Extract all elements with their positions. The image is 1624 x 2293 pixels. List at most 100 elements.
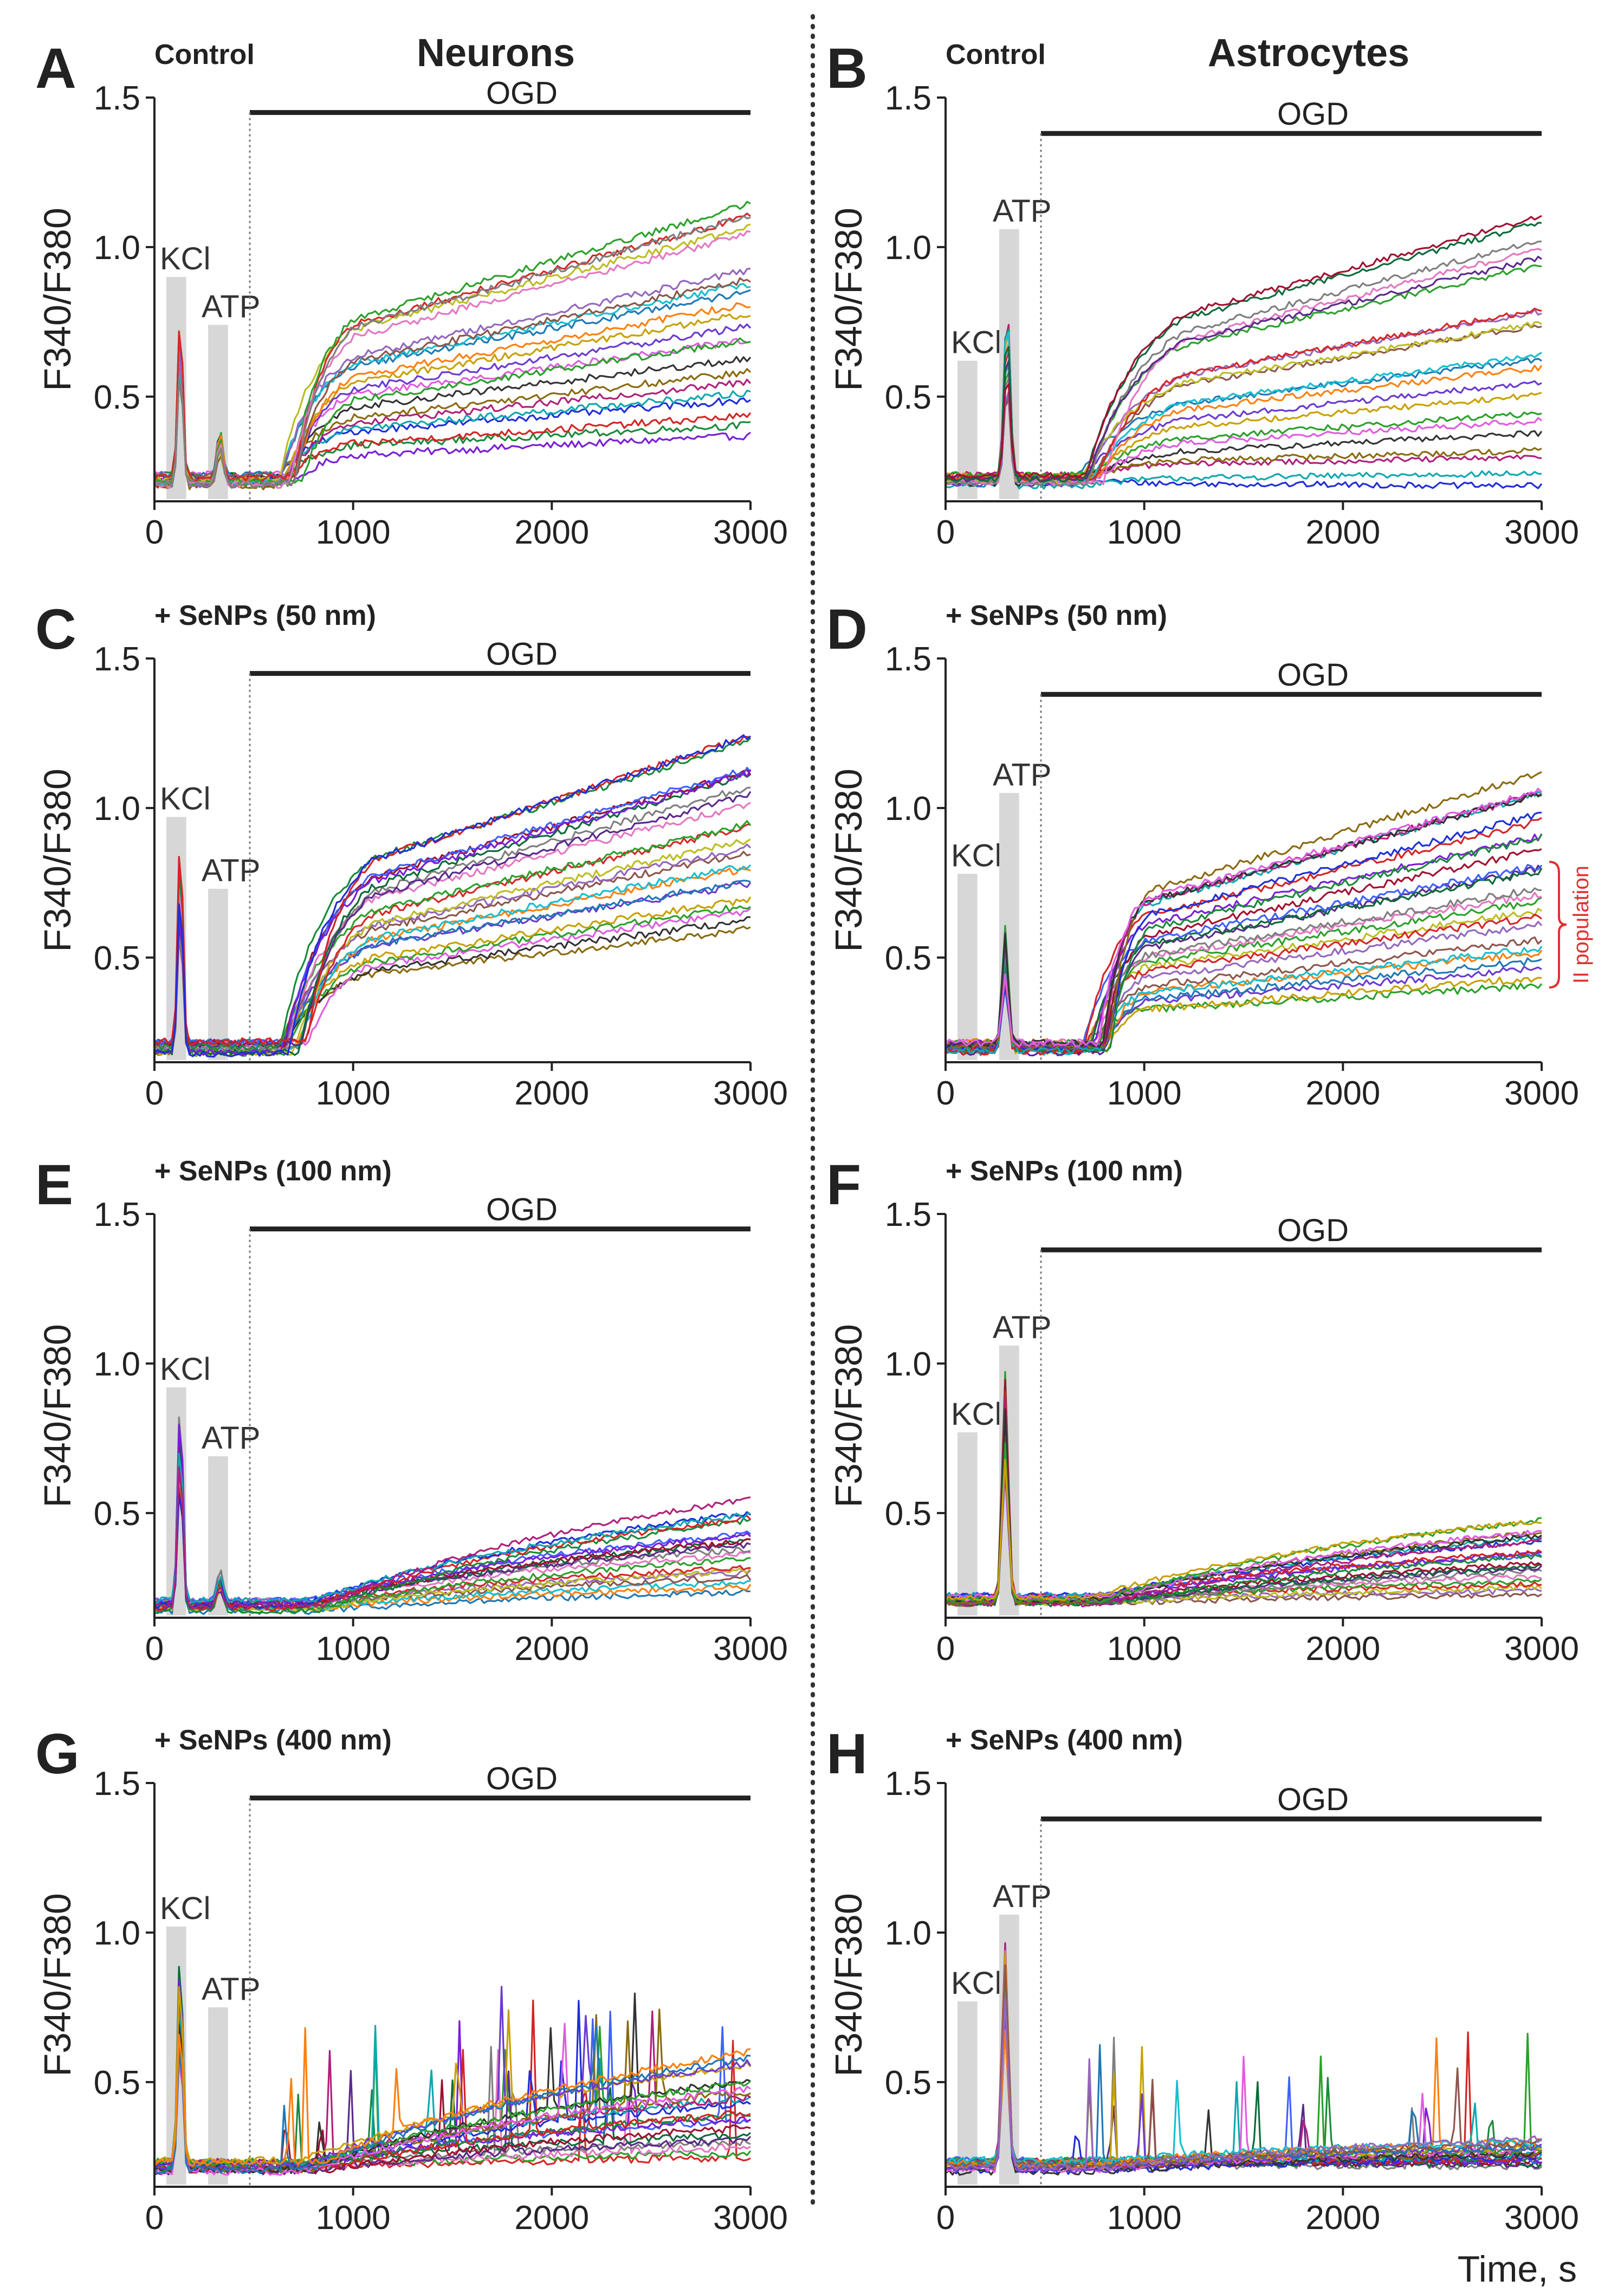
trace-line (154, 1469, 751, 1614)
trace-line (153, 881, 752, 1048)
panel-letter: A (35, 37, 76, 100)
y-tick-label: 0.5 (885, 2064, 931, 2102)
chart-panel-e: E + SeNPs (100 nm) F340/F380 KCl ATP OGD 0.5 1.… (35, 1153, 788, 1668)
x-tick-label: 3000 (713, 2199, 788, 2237)
stimulus-label-atp: ATP (993, 1879, 1052, 1914)
trace-line (154, 201, 751, 487)
trace-line (945, 811, 1542, 1051)
trace-line (945, 2029, 1542, 2168)
trace-line (945, 1384, 1543, 1607)
y-tick-label: 1.0 (885, 790, 931, 828)
population-brace (1549, 861, 1567, 989)
x-tick-label: 1000 (316, 1630, 391, 1668)
stimulus-label-kcl: KCl (951, 325, 1001, 360)
y-tick-label: 1.0 (94, 1915, 140, 1952)
trace-line (945, 324, 1542, 479)
y-tick-label: 0.5 (94, 940, 140, 977)
column-title-astrocytes: Astrocytes (1208, 31, 1409, 75)
trace-line (944, 892, 1542, 1047)
stimulus-label-atp: ATP (993, 757, 1052, 792)
trace-line (944, 817, 1542, 1056)
y-tick-label: 0.5 (885, 1495, 931, 1533)
trace-line (944, 936, 1543, 1054)
ogd-label: OGD (486, 1192, 558, 1228)
trace-line (153, 223, 751, 483)
panel-letter: D (826, 598, 868, 661)
trace-line (945, 1998, 1543, 2171)
x-tick-label: 3000 (1504, 514, 1579, 551)
y-axis-label: F340/F380 (827, 1893, 870, 2077)
trace-line (944, 1442, 1542, 1607)
chart-panel-b: B Control F340/F380 KCl ATP OGD 0.5 1.0 1.5 0 1000… (826, 37, 1579, 551)
trace-line (154, 1986, 752, 2171)
trace-line (945, 950, 1543, 1047)
trace-line (945, 2027, 1542, 2170)
x-tick-label: 2000 (1305, 2199, 1380, 2237)
x-tick-label: 2000 (1305, 1630, 1380, 1668)
y-tick-label: 1.5 (885, 80, 931, 117)
trace-line (154, 1466, 751, 1610)
condition-label: Control (946, 39, 1046, 70)
condition-label: + SeNPs (400 nm) (154, 1724, 392, 1756)
trace-line (945, 1983, 1542, 2165)
chart-panel-c: C + SeNPs (50 nm) F340/F380 KCl ATP OGD 0.5 1.0… (35, 598, 788, 1112)
trace-line (945, 771, 1542, 1050)
y-tick-label: 1.5 (885, 1765, 931, 1803)
trace-line (945, 364, 1542, 490)
x-tick-label: 3000 (713, 1075, 788, 1112)
y-axis-label: F340/F380 (827, 768, 870, 952)
condition-label: + SeNPs (50 nm) (154, 600, 376, 631)
trace-line (945, 834, 1543, 1053)
x-tick-label: 0 (936, 2199, 955, 2237)
panel-letter: F (826, 1153, 861, 1217)
trace-line (944, 256, 1542, 483)
trace-line (154, 352, 752, 481)
x-tick-label: 1000 (316, 1075, 391, 1112)
stimulus-label-kcl: KCl (160, 241, 210, 276)
stimulus-label-atp: ATP (202, 289, 261, 324)
x-tick-label: 2000 (514, 1075, 589, 1112)
trace-line (154, 339, 752, 490)
stimulus-bar-atp (208, 888, 228, 1060)
trace-line (945, 2008, 1542, 2174)
x-tick-label: 2000 (1305, 1075, 1380, 1112)
x-tick-label: 0 (145, 1630, 164, 1668)
panel-letter: B (826, 37, 868, 100)
trace-line (945, 921, 1543, 1052)
ogd-label: OGD (1277, 1213, 1349, 1248)
y-tick-label: 1.0 (94, 790, 140, 828)
trace-line (945, 1462, 1543, 1598)
stimulus-label-kcl: KCl (160, 1352, 210, 1387)
population-label: II population (1569, 865, 1593, 984)
trace-line (153, 212, 751, 482)
ogd-label: OGD (486, 76, 558, 111)
stimulus-label-kcl: KCl (160, 1891, 210, 1926)
trace-line (945, 1942, 1543, 2165)
trace-line (945, 215, 1542, 480)
y-tick-label: 1.5 (885, 641, 931, 678)
stimulus-label-atp: ATP (993, 1310, 1052, 1345)
x-tick-label: 1000 (1107, 2199, 1182, 2237)
condition-label: + SeNPs (100 nm) (946, 1155, 1183, 1187)
trace-line (945, 1980, 1543, 2176)
trace-line (154, 1435, 751, 1611)
ogd-label: OGD (486, 637, 558, 672)
trace-line (154, 338, 751, 479)
trace-line (944, 952, 1542, 1055)
panel-letter: G (35, 1722, 80, 1786)
trace-line (944, 1458, 1542, 1601)
trace-line (154, 283, 751, 487)
chart-panel-f: F + SeNPs (100 nm) F340/F380 KCl ATP OGD 0.5 1.… (826, 1153, 1579, 1668)
x-tick-label: 3000 (713, 514, 788, 551)
panel-letter: E (35, 1153, 73, 1217)
x-tick-label: 1000 (1107, 1630, 1182, 1668)
x-tick-label: 0 (936, 1075, 955, 1112)
trace-line (154, 737, 752, 1051)
stimulus-label-kcl: KCl (951, 1966, 1001, 2001)
x-tick-label: 3000 (1504, 1075, 1579, 1112)
trace-line (154, 802, 751, 1051)
trace-line (944, 833, 1543, 1048)
x-tick-label: 3000 (713, 1630, 788, 1668)
x-tick-label: 0 (145, 2199, 164, 2237)
